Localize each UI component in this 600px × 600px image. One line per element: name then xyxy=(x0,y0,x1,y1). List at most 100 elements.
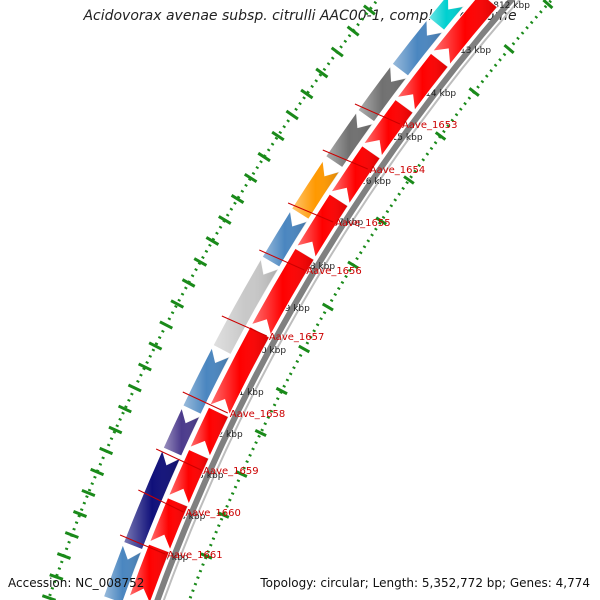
gene-leader-line xyxy=(322,149,368,170)
gene-label: Aave_1658 xyxy=(230,409,286,420)
inner-tick xyxy=(117,404,132,414)
inner-tick xyxy=(148,341,163,351)
scale-tick-label: 1819 kbp xyxy=(267,304,310,314)
reverse-cds-shade xyxy=(103,544,142,600)
scale-tick xyxy=(200,552,213,560)
inner-tick xyxy=(99,446,114,456)
gene-label: Aave_1656 xyxy=(306,266,362,277)
inner-tick xyxy=(41,594,57,600)
scale-tick xyxy=(254,429,267,437)
inner-tick xyxy=(300,88,314,100)
scale-tick xyxy=(275,386,288,396)
forward-cds-shade xyxy=(149,497,188,551)
inner-tick xyxy=(315,67,329,79)
scale-dotted-ring xyxy=(187,0,554,600)
gene-label: Aave_1661 xyxy=(167,550,223,561)
inner-tick xyxy=(346,25,360,37)
backbone-highlight xyxy=(162,0,521,600)
scale-tick-label: 1812 kbp xyxy=(488,1,531,11)
reverse-cds-shade xyxy=(325,112,373,168)
scale-tick-label: 1822 kbp xyxy=(200,430,243,440)
inner-tick xyxy=(159,320,174,330)
scale-tick-label: 1820 kbp xyxy=(244,346,287,356)
forward-cds-shade xyxy=(330,145,381,205)
inner-tick xyxy=(49,573,64,581)
scale-tick xyxy=(468,87,480,97)
forward-cds-shade xyxy=(129,543,170,600)
inner-tick xyxy=(90,467,105,477)
inner-tick xyxy=(127,383,142,393)
inner-tick xyxy=(330,46,344,58)
gene-label: Aave_1655 xyxy=(335,218,391,229)
inner-tick xyxy=(193,257,208,267)
scale-tick-label: 1818 kbp xyxy=(293,262,336,272)
inner-tick xyxy=(170,299,185,309)
inner-tick xyxy=(72,510,88,518)
gene-leader-line xyxy=(259,249,305,271)
forward-cds-shade xyxy=(432,0,498,65)
inner-tick xyxy=(230,194,245,204)
inner-tick xyxy=(81,488,96,498)
scale-tick-label: 1824 kbp xyxy=(163,512,206,522)
inner-tick xyxy=(56,552,72,560)
inner-tick xyxy=(218,215,232,225)
inner-tick xyxy=(137,362,152,372)
scale-tick xyxy=(403,175,415,185)
forward-cds-shade xyxy=(189,407,229,457)
scale-tick xyxy=(542,0,554,10)
reverse-cds-shade xyxy=(392,19,443,77)
reverse-cds-shade xyxy=(262,210,308,268)
gene-leader-line xyxy=(182,391,228,414)
reverse-cds-shade xyxy=(163,407,200,457)
scale-tick-label: 1823 kbp xyxy=(181,471,224,481)
scale-tick-label: 1815 kbp xyxy=(380,133,423,143)
scale-tick xyxy=(375,216,388,226)
inner-tick xyxy=(205,236,220,246)
genome-summary-text: Topology: circular; Length: 5,352,772 bp… xyxy=(260,576,590,590)
accession-text: Accession: NC_008752 xyxy=(8,576,145,590)
reverse-cds-shade xyxy=(357,65,407,122)
scale-tick xyxy=(503,44,515,54)
gene-label: Aave_1657 xyxy=(269,332,325,343)
scale-tick-label: 1817 kbp xyxy=(321,218,364,228)
reverse-cds-shade xyxy=(428,0,464,31)
map-title: Acidovorax avenae subsp. citrulli AAC00-… xyxy=(83,8,517,24)
inner-tick xyxy=(108,425,123,435)
reverse-cds-shade xyxy=(213,258,279,355)
scale-tick-label: 1821 kbp xyxy=(221,388,264,398)
scale-tick xyxy=(347,260,359,270)
gene-leader-line xyxy=(221,315,268,337)
forward-cds-shade xyxy=(296,193,348,258)
gene-label: Aave_1660 xyxy=(185,508,241,519)
scale-tick xyxy=(321,302,334,312)
scale-tick-label: 1816 kbp xyxy=(349,177,392,187)
inner-tick xyxy=(243,172,258,184)
inner-tick xyxy=(285,109,299,121)
inner-tick xyxy=(257,151,271,163)
inner-tick xyxy=(363,4,376,16)
forward-cds-shade xyxy=(363,99,414,157)
gene-leader-line xyxy=(138,489,184,513)
inner-tick xyxy=(271,130,285,142)
reverse-cds-shade xyxy=(291,160,340,220)
scale-tick xyxy=(235,470,248,478)
gene-leader-line xyxy=(155,448,202,471)
gene-label: Aave_1654 xyxy=(370,165,426,176)
backbone-arc xyxy=(154,0,516,600)
scale-tick-label: 1813 kbp xyxy=(449,46,492,56)
gene-label: Aave_1659 xyxy=(203,466,259,477)
forward-cds-shade xyxy=(251,248,315,336)
gene-leader-line xyxy=(119,534,166,555)
gene-leader-line xyxy=(287,202,334,223)
scale-tick xyxy=(298,344,311,354)
forward-cds-shade xyxy=(168,449,209,505)
gene-label: Aave_1653 xyxy=(402,120,458,131)
scale-tick-label: 1814 kbp xyxy=(414,89,457,99)
inner-tick xyxy=(64,531,79,539)
forward-cds-shade xyxy=(396,53,449,111)
inner-tick xyxy=(181,278,196,288)
forward-cds-shade xyxy=(209,326,270,415)
scale-tick xyxy=(217,511,230,519)
scale-tick xyxy=(434,131,447,141)
